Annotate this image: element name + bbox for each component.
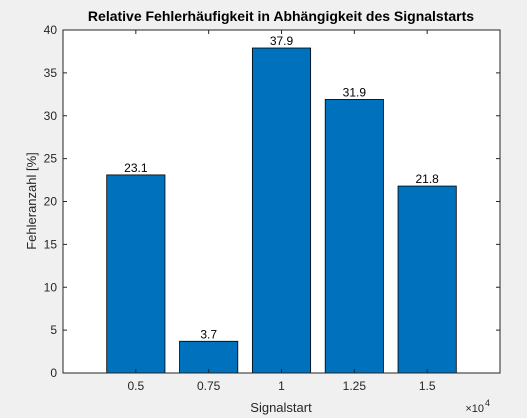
bars-group: [106, 47, 457, 374]
x-tick-label: 0.75: [197, 379, 221, 393]
y-tick-label: 25: [44, 152, 58, 166]
x-exponent-power: 4: [485, 398, 490, 408]
bar-1.5: [397, 185, 457, 374]
y-tick-label: 20: [44, 195, 58, 209]
y-tick-label: 0: [50, 366, 57, 380]
bar-0.75: [179, 340, 239, 374]
x-axis-label: Signalstart: [250, 400, 312, 415]
y-tick-label: 30: [44, 109, 58, 123]
x-tick-label: 1.5: [419, 379, 436, 393]
y-axis-ticks: 0 5 10 15 20 25 30 35 40: [44, 23, 500, 380]
bar-0.5: [106, 174, 166, 374]
bar-value-label: 3.7: [200, 327, 217, 341]
bar-value-label: 31.9: [343, 85, 367, 99]
chart-title: Relative Fehlerhäufigkeit in Abhängigkei…: [88, 8, 474, 24]
x-tick-label: 1.25: [343, 379, 367, 393]
y-tick-label: 5: [50, 323, 57, 337]
y-axis-label: Fehleranzahl [%]: [24, 152, 39, 250]
x-exponent-base: ×10: [465, 403, 484, 415]
bar-value-label: 23.1: [124, 161, 148, 175]
bar-value-label: 21.8: [415, 172, 439, 186]
x-axis-exponent: ×10 4: [465, 398, 490, 415]
bar-labels-group: 23.1 3.7 37.9 31.9 21.8: [124, 34, 439, 341]
y-tick-label: 15: [44, 237, 58, 251]
y-tick-label: 10: [44, 280, 58, 294]
bar-1: [251, 47, 312, 374]
x-tick-label: 1: [278, 379, 285, 393]
x-axis-ticks: 0.5 0.75 1 1.25 1.5: [127, 30, 436, 393]
bar-1.25: [324, 99, 384, 374]
y-tick-label: 35: [44, 66, 58, 80]
y-tick-label: 40: [44, 23, 58, 37]
bar-value-label: 37.9: [270, 34, 294, 48]
x-tick-label: 0.5: [127, 379, 144, 393]
